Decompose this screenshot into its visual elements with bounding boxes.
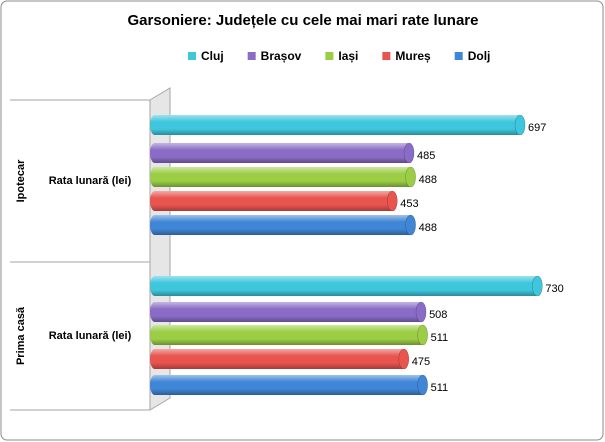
legend-swatch [247,52,256,60]
category-label: Rata lunară (lei) [49,330,132,342]
value-label: 697 [528,122,546,134]
legend-label: Iași [338,49,358,63]
value-label: 475 [412,356,430,368]
value-label: 488 [419,174,437,186]
bar-cap [398,348,410,370]
bar-cap [417,324,428,346]
group-label: Ipotecar [15,159,27,203]
legend-swatch [325,52,334,60]
bar-cap [514,114,526,136]
category-label: Rata lunară (lei) [49,175,132,187]
bar-shade [150,325,428,345]
legend-swatch [188,52,196,60]
bar-shade [150,167,416,187]
value-label: 511 [431,332,449,344]
legend-label: Cluj [201,49,224,63]
group-label: Prima casă [15,306,27,365]
legend-label: Dolj [468,49,491,63]
chart-title: Garsoniere: Județele cu cele mai mari ra… [128,12,479,29]
legend-swatch [454,52,463,60]
bar-cap [415,301,427,323]
value-label: 485 [417,150,435,162]
bar-shade [150,302,427,322]
legend-label: Brașov [261,49,302,63]
value-label: 488 [419,222,437,234]
bar-shade [150,143,415,163]
value-label: 511 [431,382,449,394]
bar-shade [150,375,428,395]
bar-cap [405,166,416,188]
bar-shade [150,191,398,211]
value-label: 453 [400,198,418,210]
bar-shade [150,349,409,369]
bar-cap [405,214,416,236]
bar-cap [532,275,543,297]
bar-shade [150,215,416,235]
bar-cap [403,142,415,164]
legend-swatch [382,52,391,60]
bar-shade [150,115,526,135]
bar-shade [150,276,543,296]
legend-label: Mureș [395,49,431,63]
bar-cap [386,190,398,212]
bar-cap [417,374,428,396]
value-label: 508 [429,309,447,321]
value-label: 730 [545,283,563,295]
